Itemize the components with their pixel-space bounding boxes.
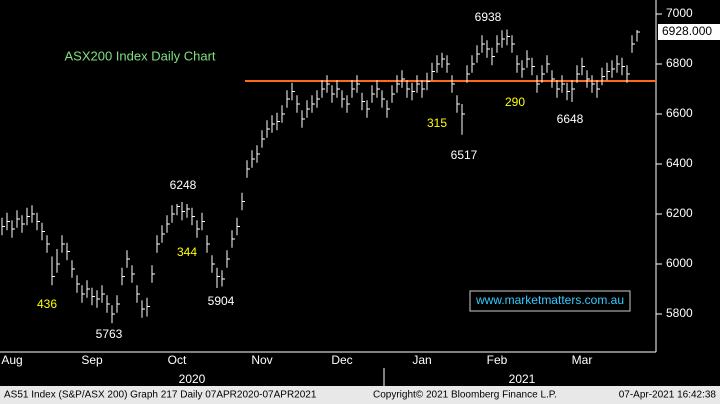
annotation: 315 [427, 116, 447, 130]
footer-right: 07-Apr-2021 16:42:38 [619, 390, 717, 401]
last-price-box [658, 24, 720, 40]
chart-title: ASX200 Index Daily Chart [64, 48, 215, 63]
x-tick-label: Feb [487, 353, 508, 367]
last-price-label: 6928.000 [662, 24, 712, 38]
x-tick-label: Jan [412, 353, 431, 367]
y-tick-label: 5800 [666, 306, 693, 320]
footer-middle: Copyright© 2021 Bloomberg Finance L.P. [373, 390, 557, 401]
y-tick-label: 7000 [666, 6, 693, 20]
x-tick-label: Dec [331, 353, 352, 367]
x-tick-label: Mar [572, 353, 593, 367]
footer-bar [0, 386, 720, 404]
x-tick-label: Sep [81, 353, 103, 367]
annotation: 344 [177, 245, 197, 259]
website: www.marketmatters.com.au [475, 293, 624, 307]
y-tick-label: 6800 [666, 56, 693, 70]
y-tick-label: 6000 [666, 256, 693, 270]
annotation: 5763 [96, 327, 123, 341]
annotation: 6938 [475, 10, 502, 24]
year-label: 2020 [179, 372, 206, 386]
annotation: 5904 [208, 294, 235, 308]
y-tick-label: 6200 [666, 206, 693, 220]
annotation: 290 [505, 95, 525, 109]
y-tick-label: 6600 [666, 106, 693, 120]
x-tick-label: Aug [1, 353, 22, 367]
x-tick-label: Oct [168, 353, 187, 367]
annotation: 6248 [170, 178, 197, 192]
annotation: 436 [37, 297, 57, 311]
annotation: 6517 [451, 148, 478, 162]
annotation: 6648 [557, 112, 584, 126]
x-tick-label: Nov [251, 353, 272, 367]
footer-left: AS51 Index (S&P/ASX 200) Graph 217 Daily… [4, 390, 317, 401]
year-label: 2021 [509, 372, 536, 386]
y-tick-label: 6400 [666, 156, 693, 170]
website-box [469, 290, 631, 312]
